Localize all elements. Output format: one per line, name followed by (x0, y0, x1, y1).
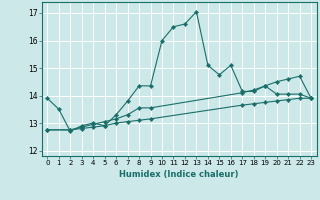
X-axis label: Humidex (Indice chaleur): Humidex (Indice chaleur) (119, 170, 239, 179)
